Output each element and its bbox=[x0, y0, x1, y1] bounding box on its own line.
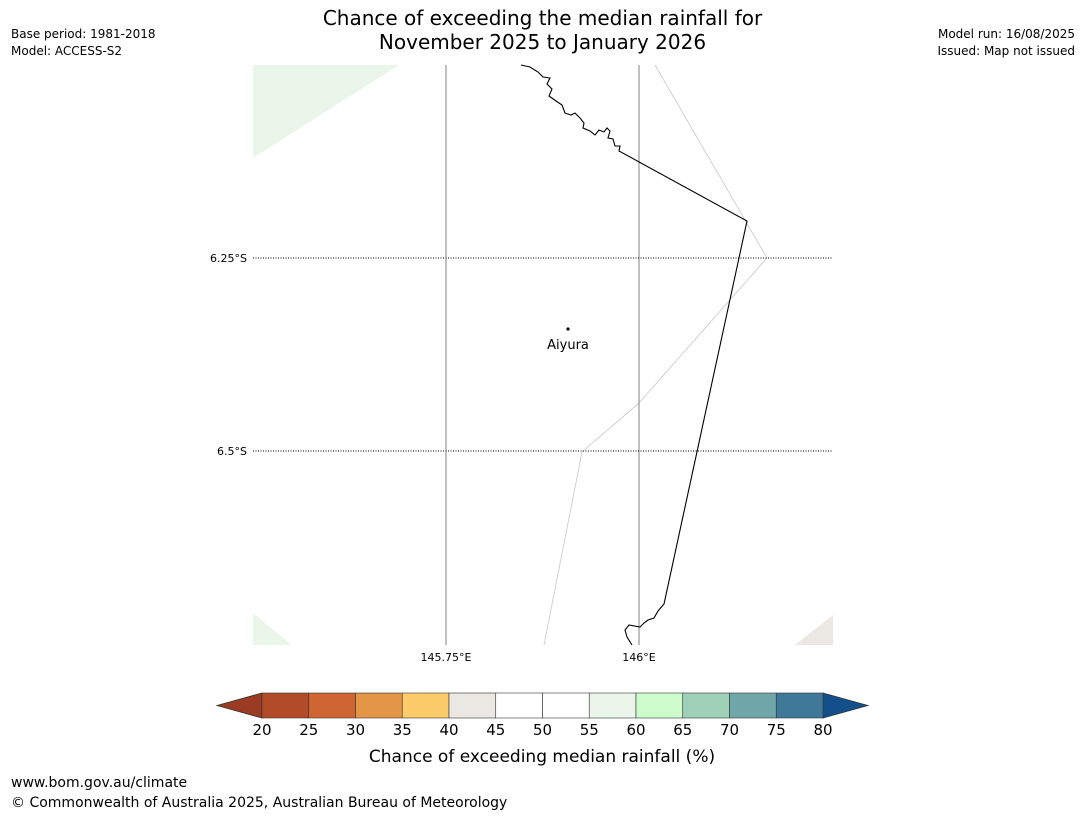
coastline bbox=[520, 64, 748, 646]
colorbar-tick-label: 80 bbox=[813, 721, 832, 739]
colorbar-tick-label: 35 bbox=[393, 721, 412, 739]
colorbar-segment bbox=[542, 692, 590, 719]
title-line-2: November 2025 to January 2026 bbox=[378, 30, 707, 54]
region-55-60-bottom-left bbox=[253, 613, 292, 645]
lon-label-145-75: 145.75°E bbox=[421, 651, 472, 664]
footer-url[interactable]: www.bom.gov.au/climate bbox=[11, 775, 188, 791]
colorbar-title: Chance of exceeding median rainfall (%) bbox=[369, 747, 715, 767]
meta-right: Model run: 16/08/2025 Issued: Map not is… bbox=[937, 26, 1075, 60]
colorbar-segment bbox=[682, 692, 730, 719]
colorbar-tick-label: 30 bbox=[346, 721, 365, 739]
colorbar-segment bbox=[635, 692, 684, 719]
model-name: Model: ACCESS-S2 bbox=[11, 44, 123, 58]
map-panel: Aiyura 6.25°S 6.5°S 145.75°E 146°E bbox=[210, 64, 833, 664]
meta-left: Base period: 1981-2018 Model: ACCESS-S2 bbox=[11, 26, 156, 60]
model-run: Model run: 16/08/2025 bbox=[937, 27, 1075, 41]
lon-label-146: 146°E bbox=[622, 651, 655, 664]
colorbar-tick-label: 70 bbox=[720, 721, 739, 739]
colorbar-tick-label: 50 bbox=[533, 721, 552, 739]
colorbar-segment bbox=[401, 692, 450, 719]
colorbar-tick-label: 65 bbox=[673, 721, 692, 739]
title-line-1: Chance of exceeding the median rainfall … bbox=[322, 6, 763, 30]
colorbar-segment bbox=[729, 692, 777, 719]
colorbar-over-arrow bbox=[822, 692, 870, 719]
colorbar-tick-label: 20 bbox=[252, 721, 271, 739]
colorbar-segments bbox=[261, 692, 824, 719]
footer-copyright: © Commonwealth of Australia 2025, Austra… bbox=[11, 795, 508, 811]
issued-status: Issued: Map not issued bbox=[937, 44, 1075, 58]
map-title: Chance of exceeding the median rainfall … bbox=[0, 6, 1085, 54]
colorbar-tick-label: 55 bbox=[580, 721, 599, 739]
colorbar-segment bbox=[261, 692, 310, 719]
colorbar-segment bbox=[775, 692, 824, 719]
colorbar-under-arrow bbox=[215, 692, 263, 719]
base-period: Base period: 1981-2018 bbox=[11, 27, 156, 41]
colorbar-tick-label: 45 bbox=[486, 721, 505, 739]
location-label: Aiyura bbox=[547, 338, 589, 353]
colorbar-segment bbox=[495, 692, 543, 719]
map-background bbox=[253, 65, 833, 645]
colorbar-tick-label: 60 bbox=[626, 721, 645, 739]
colorbar-segment bbox=[355, 692, 403, 719]
colorbar-segment bbox=[448, 692, 497, 719]
colorbar-segment bbox=[588, 692, 637, 719]
region-55-60-top-left bbox=[253, 65, 399, 158]
location-dot bbox=[566, 327, 570, 331]
region-40-45-bottom-right bbox=[795, 615, 833, 645]
colorbar-segment bbox=[308, 692, 356, 719]
colorbar-ticks: 20 25 30 35 40 45 50 55 60 65 70 75 80 bbox=[252, 721, 832, 739]
colorbar-tick-label: 75 bbox=[767, 721, 786, 739]
lat-label-6-5: 6.5°S bbox=[217, 445, 247, 458]
colorbar-tick-label: 40 bbox=[439, 721, 458, 739]
lat-label-6-25: 6.25°S bbox=[210, 252, 247, 265]
colorbar-tick-label: 25 bbox=[299, 721, 318, 739]
colorbar: 20 25 30 35 40 45 50 55 60 65 70 75 80 Chance of exc… bbox=[215, 692, 870, 767]
